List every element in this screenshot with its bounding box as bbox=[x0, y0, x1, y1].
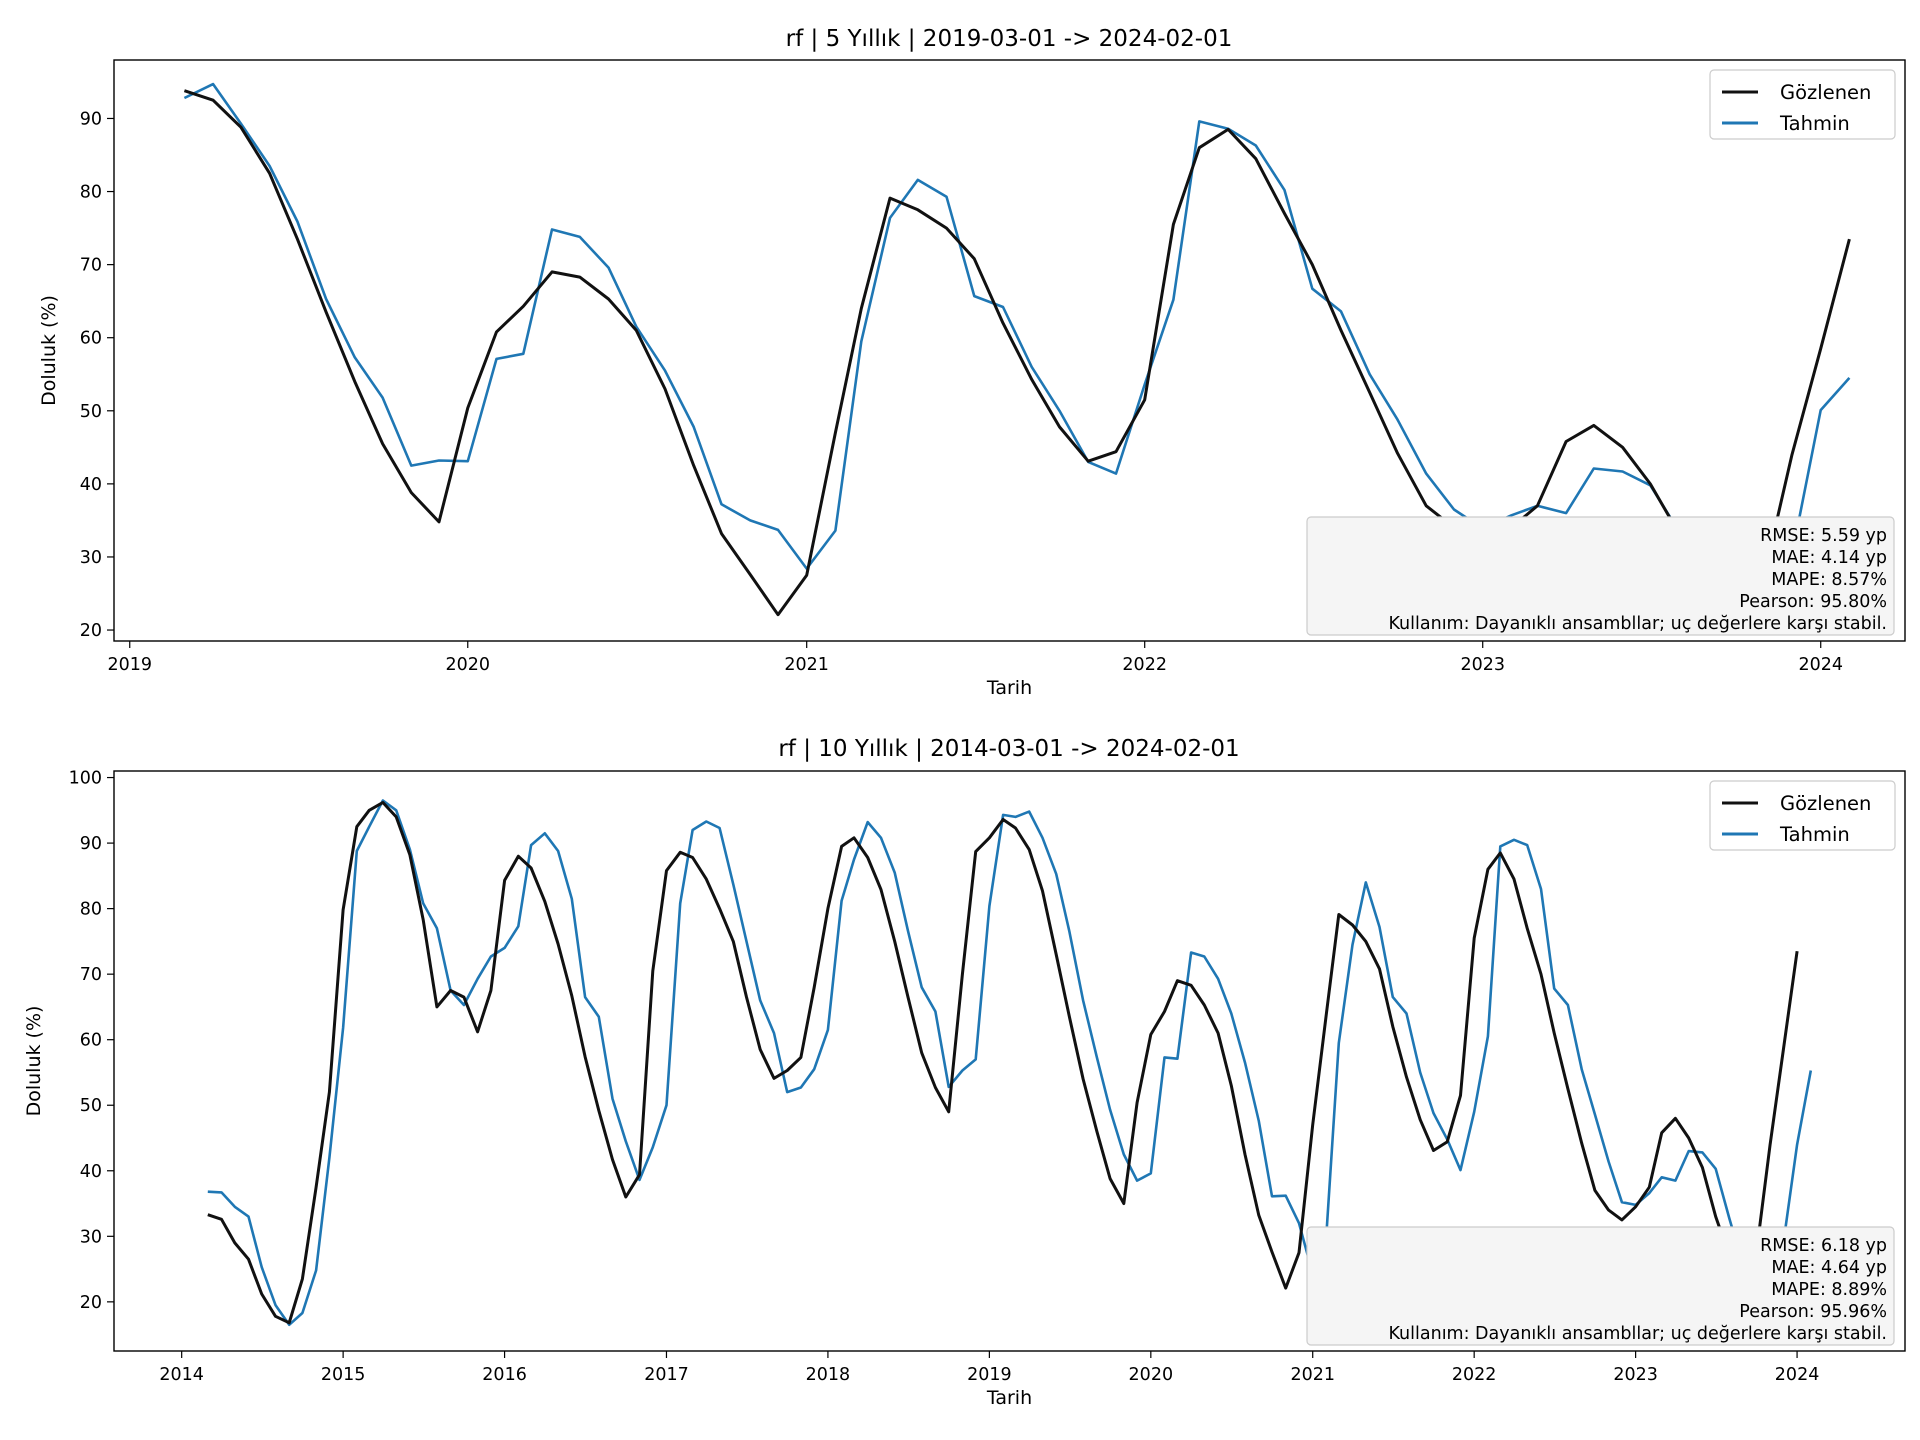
legend-label-forecast: Tahmin bbox=[1779, 823, 1850, 846]
y-tick-label: 30 bbox=[80, 548, 102, 568]
axes-frame bbox=[113, 770, 1906, 1352]
observed-series-line bbox=[183, 89, 1851, 617]
metrics-box-background bbox=[1306, 1226, 1895, 1346]
y-tick-label: 50 bbox=[80, 402, 102, 422]
legend: Gözlenen Tahmin bbox=[1709, 780, 1896, 851]
metric-mape: MAPE: 8.89% bbox=[1771, 1280, 1887, 1300]
y-tick-label: 70 bbox=[80, 965, 102, 985]
y-tick-label: 30 bbox=[80, 1227, 102, 1247]
legend: Gözlenen Tahmin bbox=[1709, 69, 1896, 140]
chart-title: rf | 10 Yıllık | 2014-03-01 -> 2024-02-0… bbox=[778, 736, 1239, 762]
chart-5-year: rf | 5 Yıllık | 2019-03-01 -> 2024-02-01… bbox=[38, 26, 1906, 699]
y-tick-label: 40 bbox=[80, 1162, 102, 1182]
chart-10-year: rf | 10 Yıllık | 2014-03-01 -> 2024-02-0… bbox=[23, 736, 1906, 1409]
y-tick-label: 20 bbox=[80, 621, 102, 641]
legend-label-forecast: Tahmin bbox=[1779, 112, 1850, 135]
y-tick-label: 20 bbox=[80, 1293, 102, 1313]
x-tick-label: 2023 bbox=[1613, 1365, 1658, 1385]
x-tick-label: 2014 bbox=[159, 1365, 204, 1385]
metric-mae: MAE: 4.64 yp bbox=[1771, 1258, 1887, 1278]
x-tick-label: 2022 bbox=[1452, 1365, 1497, 1385]
x-tick-label: 2015 bbox=[321, 1365, 366, 1385]
y-tick-label: 80 bbox=[80, 900, 102, 920]
y-tick-label: 90 bbox=[80, 834, 102, 854]
series-lines bbox=[183, 82, 1851, 617]
x-tick-label: 2022 bbox=[1122, 655, 1167, 675]
y-tick-label: 50 bbox=[80, 1096, 102, 1116]
metrics-box: RMSE: 6.18 yp MAE: 4.64 yp MAPE: 8.89% P… bbox=[1306, 1226, 1895, 1346]
metrics-box: RMSE: 5.59 yp MAE: 4.14 yp MAPE: 8.57% P… bbox=[1306, 516, 1895, 636]
x-tick-label: 2024 bbox=[1775, 1365, 1820, 1385]
x-axis-label: Tarih bbox=[986, 1387, 1032, 1409]
x-tick-label: 2016 bbox=[482, 1365, 527, 1385]
y-tick-label: 100 bbox=[69, 769, 102, 789]
axes-frame bbox=[113, 59, 1906, 642]
axis-ticks: 2019 2020 2021 2022 2023 2024 20 30 40 50 60 70 80 90 bbox=[80, 109, 1843, 675]
axis-ticks: 2014 2015 2016 2017 2018 2019 2020 2021 2022 2023… bbox=[69, 769, 1820, 1385]
metric-rmse: RMSE: 5.59 yp bbox=[1760, 526, 1887, 546]
y-tick-label: 70 bbox=[80, 256, 102, 276]
x-tick-label: 2021 bbox=[1290, 1365, 1335, 1385]
series-lines bbox=[207, 799, 1813, 1327]
y-tick-label: 80 bbox=[80, 183, 102, 203]
y-tick-label: 90 bbox=[80, 109, 102, 129]
metric-usage: Kullanım: Dayanıklı ansambllar; uç değer… bbox=[1388, 1324, 1887, 1344]
forecast-series-line bbox=[207, 799, 1813, 1327]
y-tick-label: 60 bbox=[80, 329, 102, 349]
observed-series-line bbox=[207, 801, 1799, 1325]
x-tick-label: 2021 bbox=[784, 655, 829, 675]
x-tick-label: 2023 bbox=[1460, 655, 1505, 675]
x-tick-label: 2020 bbox=[445, 655, 490, 675]
x-axis-label: Tarih bbox=[986, 677, 1032, 699]
metric-pearson: Pearson: 95.80% bbox=[1739, 592, 1887, 612]
y-tick-label: 60 bbox=[80, 1031, 102, 1051]
x-tick-label: 2020 bbox=[1129, 1365, 1174, 1385]
x-tick-label: 2017 bbox=[644, 1365, 689, 1385]
y-axis-label: Doluluk (%) bbox=[23, 1006, 45, 1117]
metric-usage: Kullanım: Dayanıklı ansambllar; uç değer… bbox=[1388, 614, 1887, 634]
metrics-box-background bbox=[1306, 516, 1895, 636]
metric-mae: MAE: 4.14 yp bbox=[1771, 548, 1887, 568]
x-tick-label: 2018 bbox=[806, 1365, 851, 1385]
metric-pearson: Pearson: 95.96% bbox=[1739, 1302, 1887, 1322]
y-axis-label: Doluluk (%) bbox=[38, 295, 60, 406]
forecast-series-line bbox=[183, 82, 1851, 599]
y-tick-label: 40 bbox=[80, 475, 102, 495]
x-tick-label: 2019 bbox=[107, 655, 152, 675]
legend-label-observed: Gözlenen bbox=[1780, 792, 1871, 815]
x-tick-label: 2019 bbox=[967, 1365, 1012, 1385]
metric-mape: MAPE: 8.57% bbox=[1771, 570, 1887, 590]
chart-title: rf | 5 Yıllık | 2019-03-01 -> 2024-02-01 bbox=[786, 26, 1233, 52]
metric-rmse: RMSE: 6.18 yp bbox=[1760, 1236, 1887, 1256]
legend-label-observed: Gözlenen bbox=[1780, 81, 1871, 104]
x-tick-label: 2024 bbox=[1798, 655, 1843, 675]
